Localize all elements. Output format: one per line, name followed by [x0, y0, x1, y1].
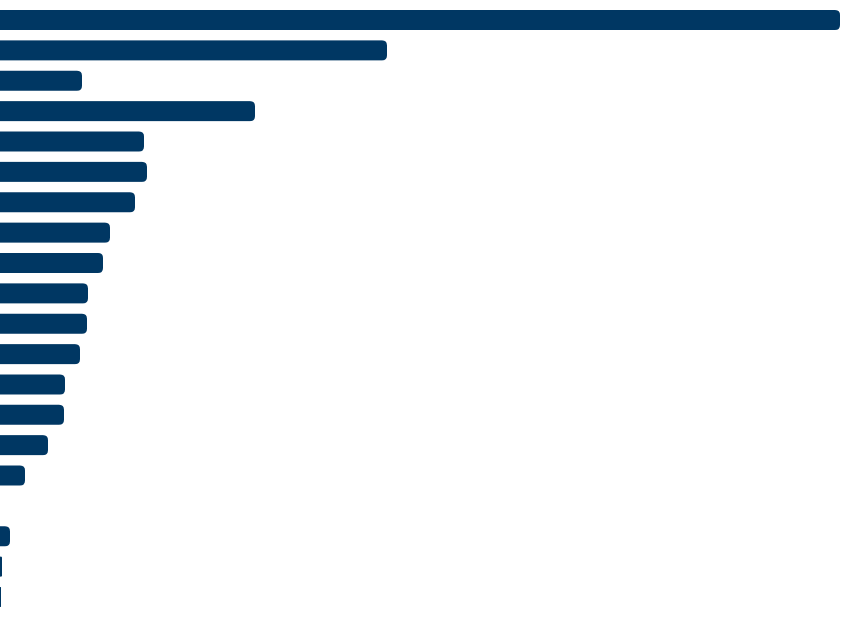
bar	[0, 404, 64, 425]
bar	[0, 313, 87, 334]
bar	[0, 465, 25, 486]
bar	[0, 40, 387, 61]
bar	[0, 374, 65, 395]
bar	[0, 556, 2, 577]
bar	[0, 344, 80, 365]
bar	[0, 587, 1, 608]
bar	[0, 435, 48, 456]
bar	[0, 70, 82, 91]
bar	[0, 10, 840, 30]
bar	[0, 252, 103, 273]
bar	[0, 526, 10, 547]
bar	[0, 283, 88, 304]
bar	[0, 131, 144, 152]
bar	[0, 222, 110, 243]
bar	[0, 161, 147, 182]
bar	[0, 192, 135, 213]
bar	[0, 101, 255, 122]
